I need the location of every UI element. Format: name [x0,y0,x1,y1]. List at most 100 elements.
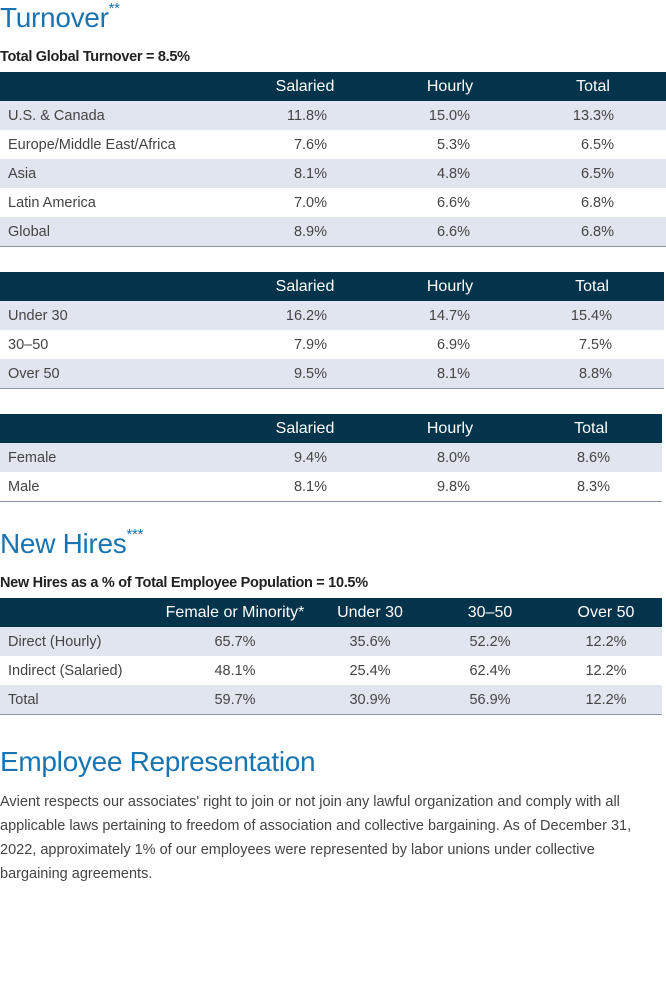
column-header: 30–50 [430,598,550,627]
column-header: Salaried [230,272,380,301]
cell-value: 7.0% [293,194,327,211]
row-label: Female [0,443,230,472]
column-header: Hourly [380,414,520,443]
column-header: Hourly [380,72,520,101]
cell-value: 35.6% [310,627,430,656]
cell-value: 9.8% [436,478,470,495]
cell-value: 12.2% [550,685,662,715]
header-empty [0,72,230,101]
cell-value: 8.0% [380,443,520,472]
cell-value: 8.1% [293,478,327,495]
cell-value: 11.8% [230,101,380,130]
row-label: Asia [0,159,230,188]
table-row: Male 8.1% 9.8% 8.3% [0,472,662,502]
table-row: Indirect (Salaried) 48.1% 25.4% 62.4% 12.2% [0,656,662,685]
column-header: Total [520,272,664,301]
column-header: Female or Minority* [160,598,310,627]
cell-value: 6.6% [436,194,470,211]
header-empty [0,598,160,627]
cell-value: 8.1% [380,359,520,389]
table-row: Latin America 7.0% 6.6% 6.8% [0,188,666,217]
table-row: U.S. & Canada 11.8% 15.0% 13.3% [0,101,666,130]
cell-value: 7.6% [293,136,327,153]
header-row: Salaried Hourly Total [0,72,666,101]
cell-value: 52.2% [430,627,550,656]
cell-value: 15.4% [520,301,664,330]
row-label: U.S. & Canada [0,101,230,130]
cell-value: 30.9% [310,685,430,715]
cell-value: 14.7% [380,301,520,330]
cell-value: 56.9% [430,685,550,715]
representation-heading: Employee Representation [0,746,316,777]
cell-value: 6.8% [520,217,666,247]
cell-value: 65.7% [160,627,310,656]
footnote-mark: *** [126,526,144,543]
turnover-heading: Turnover** [0,0,120,33]
cell-value: 7.9% [293,336,327,353]
table-row: Female 9.4% 8.0% 8.6% [0,443,662,472]
cell-value: 8.8% [520,359,664,389]
cell-value: 8.6% [520,443,662,472]
table-row: Europe/Middle East/Africa 7.6% 5.3% 6.5% [0,130,666,159]
turnover-subtitle: Total Global Turnover = 8.5% [0,49,190,65]
cell-value: 4.8% [380,159,520,188]
turnover-gender-table: Salaried Hourly Total Female 9.4% 8.0% 8.6% Mal… [0,414,662,502]
header-row: Salaried Hourly Total [0,272,664,301]
turnover-age-table: Salaried Hourly Total Under 30 16.2% 14.7% 15.… [0,272,664,389]
cell-value: 8.3% [576,478,610,495]
column-header: Total [520,414,662,443]
cell-value: 6.6% [380,217,520,247]
cell-value: 6.9% [436,336,470,353]
new-hires-heading: New Hires*** [0,526,144,559]
cell-value: 13.3% [520,101,666,130]
cell-value: 8.1% [230,159,380,188]
row-label: 30–50 [8,336,49,353]
cell-value: 59.7% [160,685,310,715]
cell-value: 9.4% [230,443,380,472]
cell-value: 15.0% [380,101,520,130]
cell-value: 7.5% [578,336,612,353]
table-row: Global 8.9% 6.6% 6.8% [0,217,666,247]
cell-value: 48.1% [214,662,256,679]
footnote-mark: ** [108,0,120,17]
row-label: Total [0,685,160,715]
cell-value: 6.5% [580,136,614,153]
cell-value: 12.2% [550,627,662,656]
row-label: Over 50 [0,359,230,389]
table-row: 30–50 7.9% 6.9% 7.5% [0,330,664,359]
header-empty [0,414,230,443]
cell-value: 8.9% [230,217,380,247]
table-row: Asia 8.1% 4.8% 6.5% [0,159,666,188]
turnover-region-table: Salaried Hourly Total U.S. & Canada 11.8% 15.… [0,72,666,247]
column-header: Over 50 [550,598,662,627]
cell-value: 5.3% [436,136,470,153]
table-row: Total 59.7% 30.9% 56.9% 12.2% [0,685,662,715]
row-label: Direct (Hourly) [0,627,160,656]
row-label: Under 30 [0,301,230,330]
new-hires-subtitle: New Hires as a % of Total Employee Popul… [0,575,368,591]
representation-body: Avient respects our associates' right to… [0,794,632,882]
header-row: Salaried Hourly Total [0,414,662,443]
row-label: Latin America [8,194,96,211]
table-row: Over 50 9.5% 8.1% 8.8% [0,359,664,389]
column-header: Total [520,72,666,101]
row-label: Europe/Middle East/Africa [8,136,176,153]
row-label: Global [0,217,230,247]
cell-value: 12.2% [585,662,627,679]
cell-value: 6.8% [580,194,614,211]
table-row: Under 30 16.2% 14.7% 15.4% [0,301,664,330]
row-label: Indirect (Salaried) [8,662,123,679]
new-hires-table: Female or Minority* Under 30 30–50 Over 50 D… [0,598,662,715]
column-header: Hourly [380,272,520,301]
column-header: Under 30 [310,598,430,627]
cell-value: 62.4% [469,662,511,679]
cell-value: 6.5% [520,159,666,188]
header-row: Female or Minority* Under 30 30–50 Over 50 [0,598,662,627]
column-header: Salaried [230,414,380,443]
cell-value: 25.4% [349,662,391,679]
table-row: Direct (Hourly) 65.7% 35.6% 52.2% 12.2% [0,627,662,656]
header-empty [0,272,230,301]
row-label: Male [8,478,40,495]
cell-value: 9.5% [230,359,380,389]
column-header: Salaried [230,72,380,101]
